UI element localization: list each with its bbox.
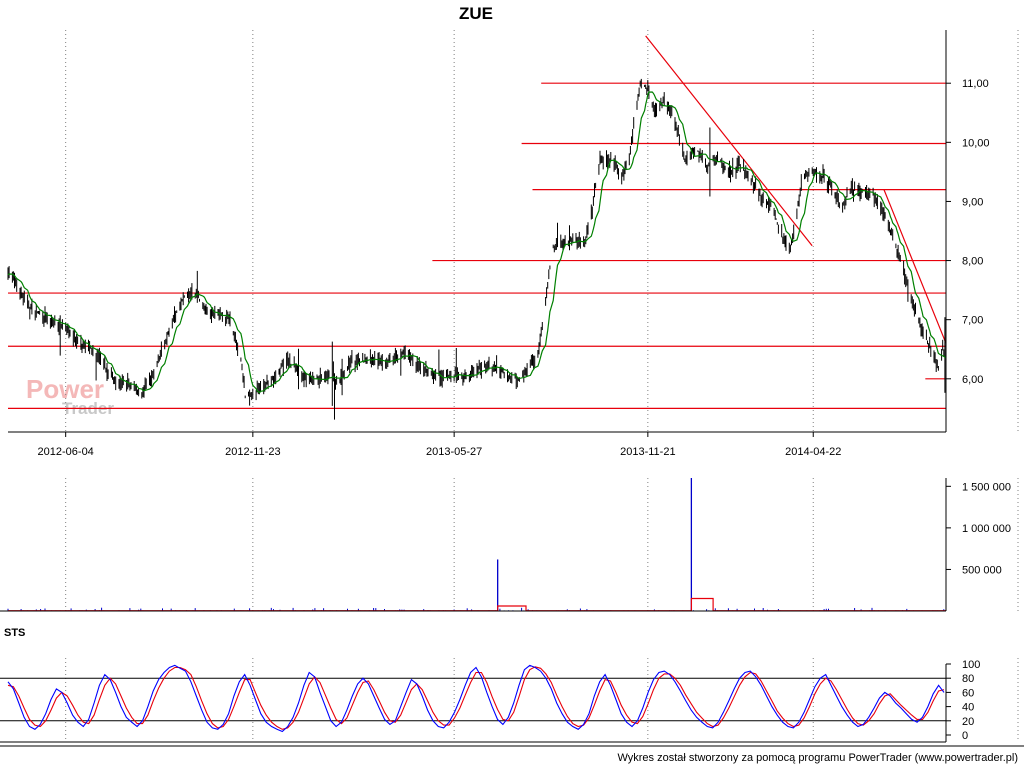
trend-lines — [645, 35, 947, 344]
y-tick-label: 500 000 — [962, 564, 1002, 576]
y-tick-label: 8,00 — [962, 256, 983, 268]
trend-line — [645, 35, 813, 247]
moving-average-line — [7, 91, 947, 394]
y-tick-label: 0 — [962, 730, 968, 742]
x-tick-label: 2012-11-23 — [225, 446, 280, 458]
volume-panel: 500 000 1 000 000 1 500 000 — [0, 478, 1019, 612]
logo-word-power: Power — [26, 374, 104, 404]
price-grid — [65, 30, 1019, 432]
price-y-ticks: 6,00 7,00 8,00 9,00 10,00 11,00 — [946, 78, 990, 386]
footer-credit: Wykres został stworzony za pomocą progra… — [617, 752, 1018, 764]
x-tick-label: 2014-04-22 — [785, 446, 841, 458]
volume-y-ticks: 500 000 1 000 000 1 500 000 — [946, 481, 1011, 576]
y-tick-label: 11,00 — [962, 78, 989, 90]
x-tick-label: 2013-05-27 — [426, 446, 482, 458]
y-tick-label: 10,00 — [962, 137, 990, 149]
y-tick-label: 80 — [962, 673, 974, 685]
chart-title: ZUE — [459, 4, 493, 23]
sts-y-ticks: 0 20 40 60 80 100 — [946, 659, 980, 742]
x-tick-label: 2012-06-04 — [38, 446, 94, 458]
sts-d-line — [7, 666, 945, 730]
sts-k-line — [7, 664, 945, 733]
y-tick-label: 6,00 — [962, 374, 983, 386]
y-tick-label: 1 500 000 — [962, 481, 1011, 493]
y-tick-label: 60 — [962, 687, 974, 699]
price-x-ticks: 2012-06-04 2012-11-23 2013-05-27 2013-11-21… — [38, 432, 841, 458]
y-tick-label: 20 — [962, 716, 974, 728]
y-tick-label: 9,00 — [962, 196, 983, 208]
x-tick-label: 2013-11-21 — [620, 446, 675, 458]
sts-label: STS — [4, 627, 25, 639]
trend-line — [883, 189, 947, 344]
y-tick-label: 100 — [962, 659, 980, 671]
y-tick-label: 7,00 — [962, 315, 983, 327]
y-tick-label: 1 000 000 — [962, 523, 1011, 535]
y-tick-label: 40 — [962, 702, 974, 714]
sts-panel: STS 0 20 40 60 80 100 — [0, 627, 1019, 743]
